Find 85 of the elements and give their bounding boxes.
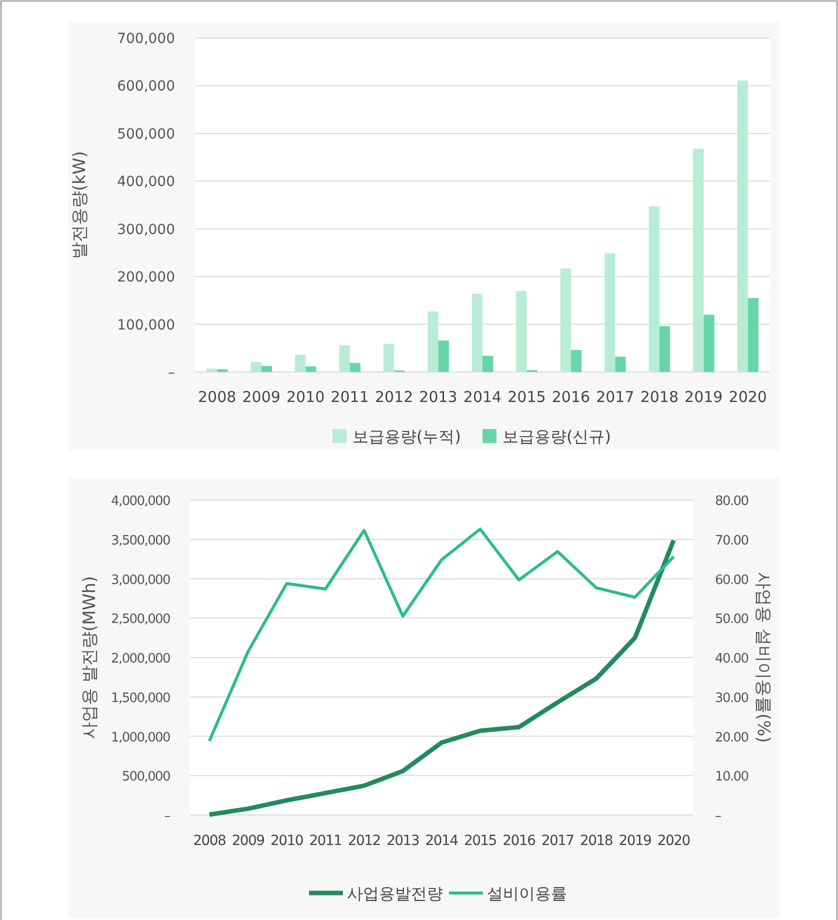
y-tick-label: – [168, 365, 175, 381]
bar [206, 368, 218, 372]
legend-label: 보급용량(신규) [502, 427, 611, 446]
x-tick-label: 2015 [464, 833, 496, 849]
bar [250, 362, 262, 372]
y2-tick-label: 10.00 [715, 770, 749, 785]
x-tick-label: 2020 [657, 833, 690, 849]
x-tick-label: 2012 [374, 388, 414, 406]
y2-tick-label: 50.00 [715, 612, 749, 628]
x-tick-label: 2017 [541, 833, 574, 849]
x-tick-label: 2009 [232, 833, 264, 849]
y-axis-title: 사업용 발전량(MWh) [80, 576, 100, 739]
y-tick-label: 400,000 [117, 174, 175, 190]
y-tick-label: 500,000 [122, 770, 171, 785]
x-tick-label: 2017 [596, 388, 634, 406]
legend-label: 보급용량(누적) [352, 427, 461, 446]
bar [438, 340, 449, 372]
bar [261, 366, 272, 372]
y-tick-label: 1,500,000 [111, 690, 171, 706]
bar [648, 206, 660, 372]
bar [383, 344, 394, 372]
bar [482, 356, 494, 372]
y-axis-title: 발전용량(kW) [70, 151, 90, 259]
bar [737, 80, 748, 372]
y2-tick-label: 70.00 [715, 533, 749, 548]
y-tick-label: 1,000,000 [111, 730, 171, 746]
bar [306, 366, 316, 372]
bar [350, 362, 360, 372]
x-tick-label: 2019 [684, 388, 723, 406]
y2-axis-title: 사업용 설비이용률(%) [753, 572, 773, 743]
x-tick-label: 2008 [198, 388, 236, 406]
bar [294, 354, 306, 372]
bar [560, 268, 571, 372]
y2-tick-label: 20.00 [715, 730, 749, 746]
y2-tick-label: 60.00 [715, 572, 749, 588]
y-tick-label: 3,500,000 [111, 533, 171, 548]
y-tick-label: 300,000 [117, 222, 175, 238]
bar [516, 290, 527, 372]
x-tick-label: 2010 [286, 388, 325, 406]
x-tick-label: 2016 [552, 388, 590, 406]
x-tick-label: 2011 [309, 833, 342, 849]
x-tick-label: 2008 [193, 833, 226, 849]
bar [704, 314, 714, 372]
legend-label: 설비이용률 [487, 884, 567, 903]
x-tick-label: 2014 [425, 833, 459, 849]
bar [570, 350, 582, 372]
x-tick-label: 2018 [580, 833, 612, 849]
y-tick-label: 100,000 [117, 317, 175, 334]
x-tick-label: 2010 [270, 833, 303, 849]
line-series [207, 538, 676, 817]
y2-tick-label: 30.00 [715, 690, 749, 706]
bar [472, 294, 482, 372]
bar [604, 253, 616, 372]
y-tick-label: 2,500,000 [111, 612, 171, 628]
y-tick-label: 600,000 [117, 78, 175, 95]
bar [339, 345, 350, 372]
x-tick-label: 2013 [419, 388, 458, 406]
bar [748, 298, 758, 372]
y-tick-label: 3,000,000 [111, 572, 171, 588]
y-tick-label: 2,000,000 [111, 652, 171, 666]
legend-label: 사업용발전량 [347, 884, 443, 903]
x-tick-label: 2020 [728, 388, 767, 406]
x-tick-label: 2012 [348, 833, 380, 849]
x-tick-label: 2019 [618, 833, 652, 849]
x-tick-label: 2018 [640, 388, 679, 406]
bar [428, 311, 438, 372]
bar [615, 356, 626, 372]
x-tick-label: 2015 [508, 388, 546, 406]
line-series [208, 528, 676, 742]
y-tick-label: 700,000 [117, 31, 175, 47]
y2-tick-label: 40.00 [715, 652, 749, 666]
bar [217, 369, 228, 372]
bar [659, 326, 670, 372]
x-tick-label: 2014 [463, 388, 502, 406]
bar [693, 148, 704, 372]
y2-tick-label: – [715, 809, 721, 824]
x-tick-label: 2013 [386, 833, 420, 849]
y2-tick-label: 80.00 [715, 494, 749, 509]
y-tick-label: 4,000,000 [111, 494, 171, 509]
x-tick-label: 2016 [502, 833, 536, 849]
y-tick-label: 500,000 [117, 126, 175, 142]
y-tick-label: – [164, 809, 170, 824]
y-tick-label: 200,000 [117, 270, 175, 286]
x-tick-label: 2011 [330, 388, 369, 406]
x-tick-label: 2009 [242, 388, 280, 406]
